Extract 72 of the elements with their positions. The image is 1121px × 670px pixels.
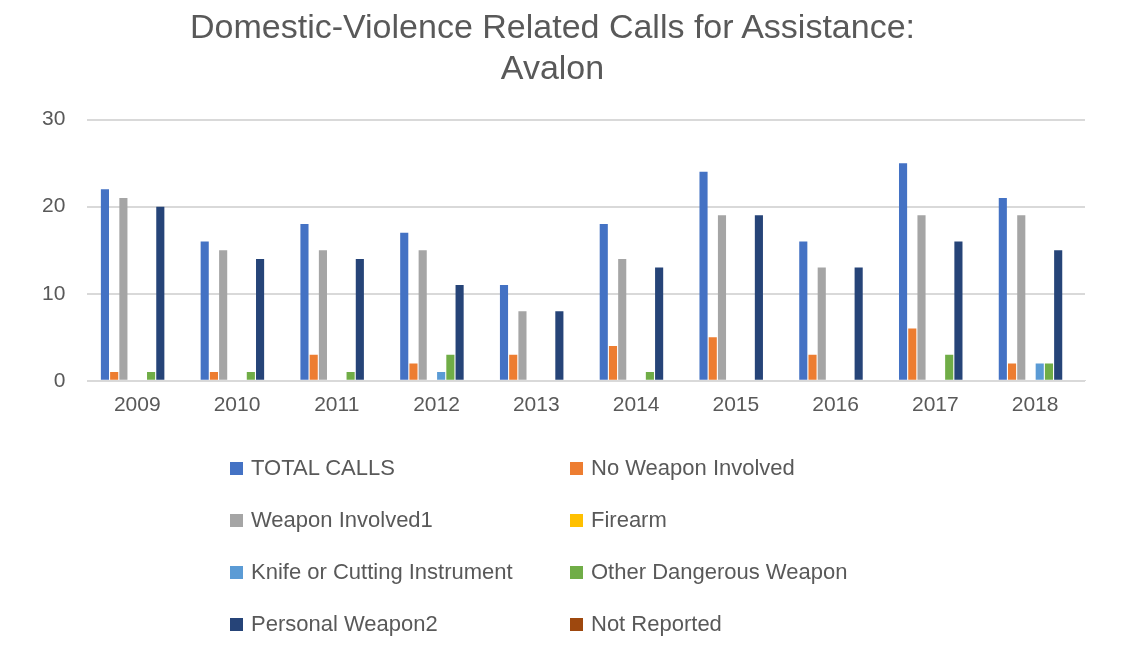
x-tick-label: 2018 <box>1011 392 1059 416</box>
bar <box>1007 363 1017 380</box>
bar <box>618 258 627 380</box>
bar <box>119 197 128 380</box>
legend-label: Other Dangerous Weapon <box>591 559 848 585</box>
bar <box>599 224 608 380</box>
bar <box>418 250 427 380</box>
chart-title: Domestic-Violence Related Calls for Assistance: Avalon <box>189 6 916 86</box>
x-tick-label: 2015 <box>712 392 760 416</box>
bar <box>200 241 209 380</box>
x-tick-label: 2016 <box>812 392 859 416</box>
bar <box>400 232 409 380</box>
x-tick-label: 2014 <box>612 392 660 416</box>
bar <box>699 171 708 380</box>
bar <box>708 337 717 380</box>
bar <box>917 215 926 380</box>
bar <box>608 345 618 380</box>
bar <box>645 372 654 380</box>
legend-label: Not Reported <box>591 611 722 637</box>
bar <box>854 267 863 380</box>
bar <box>346 372 355 380</box>
x-tick-label: 2017 <box>911 392 959 416</box>
bar <box>499 285 509 380</box>
legend-label: TOTAL CALLS <box>251 455 395 481</box>
bar <box>246 372 255 380</box>
x-tick-label: 2011 <box>314 392 360 416</box>
legend-label: Firearm <box>591 507 667 533</box>
bar <box>219 250 228 380</box>
bar <box>355 258 364 380</box>
y-tick-label: 20 <box>42 193 66 217</box>
bar <box>717 215 727 380</box>
bar <box>1044 363 1054 380</box>
bar <box>110 372 119 380</box>
legend-label: Knife or Cutting Instrument <box>251 559 513 585</box>
bar <box>1017 215 1026 380</box>
legend-label: Weapon Involved1 <box>251 507 433 533</box>
bar <box>808 354 817 380</box>
bar <box>945 354 954 380</box>
bar <box>555 311 564 380</box>
bar <box>817 267 826 380</box>
bar <box>518 311 527 380</box>
bar <box>309 354 318 380</box>
bar <box>754 215 763 380</box>
bar <box>156 206 165 380</box>
y-tick-label: 0 <box>53 367 66 391</box>
bar <box>100 189 109 380</box>
bar <box>409 363 418 380</box>
bar <box>209 372 218 380</box>
x-tick-label: 2012 <box>413 392 460 416</box>
legend-label: Personal Weapon2 <box>251 611 438 637</box>
y-tick-label: 10 <box>42 280 66 304</box>
x-tick-label: 2010 <box>213 392 261 416</box>
bar <box>954 241 963 380</box>
bar <box>799 241 808 380</box>
x-tick-label: 2009 <box>113 392 161 416</box>
y-tick-label: 30 <box>42 106 66 130</box>
bar <box>998 197 1007 380</box>
x-tick-label: 2013 <box>512 392 560 416</box>
bar <box>908 328 917 380</box>
bar <box>1054 250 1063 380</box>
bar <box>446 354 455 380</box>
legend-label: No Weapon Involved <box>591 455 795 481</box>
bar <box>899 163 908 380</box>
bar <box>509 354 518 380</box>
bar <box>147 372 156 380</box>
bar <box>1035 363 1044 380</box>
bar <box>437 372 446 380</box>
bar <box>455 285 464 380</box>
bar <box>256 258 265 380</box>
bar <box>318 250 327 380</box>
bar <box>300 224 309 380</box>
bar <box>655 267 664 380</box>
